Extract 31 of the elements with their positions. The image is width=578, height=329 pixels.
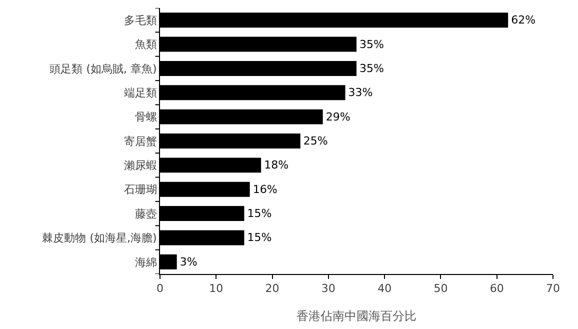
- y-tick-label: 石珊瑚: [124, 183, 157, 196]
- x-axis-title: 香港佔南中國海百分比: [296, 309, 416, 323]
- x-tick-label: 70: [546, 282, 560, 296]
- x-tick-label: 30: [321, 282, 336, 296]
- x-tick-label: 60: [490, 282, 504, 296]
- x-tick-label: 0: [156, 282, 164, 296]
- data-label: 3%: [180, 255, 198, 268]
- y-tick-label: 魚類: [134, 38, 157, 52]
- x-tick-label: 40: [378, 282, 392, 296]
- y-tick-label: 頭足類 (如烏賊, 章魚): [50, 62, 157, 76]
- y-tick-label: 骨螺: [134, 110, 157, 124]
- x-tick-label: 50: [434, 282, 448, 296]
- data-label: 18%: [264, 158, 289, 172]
- data-label: 16%: [252, 182, 278, 196]
- data-label: 15%: [247, 231, 272, 244]
- y-tick-label: 瀨尿蝦: [124, 159, 157, 172]
- data-label: 25%: [303, 134, 328, 148]
- y-tick-label: 棘皮動物 (如海星,海膽): [42, 232, 157, 245]
- data-label: 29%: [326, 110, 350, 124]
- data-label: 33%: [348, 86, 373, 100]
- data-label: 35%: [360, 62, 384, 75]
- y-tick-label: 藤壺: [134, 207, 157, 220]
- y-tick-label: 多毛類: [124, 14, 157, 27]
- y-tick-label: 寄居蟹: [124, 134, 157, 148]
- x-tick-label: 20: [265, 282, 280, 296]
- data-label: 62%: [511, 14, 536, 27]
- x-tick-label: 10: [209, 282, 224, 296]
- y-tick-label: 海綿: [134, 256, 157, 269]
- data-label: 15%: [247, 207, 272, 220]
- y-tick-label: 端足類: [124, 86, 157, 100]
- data-label: 35%: [360, 38, 384, 51]
